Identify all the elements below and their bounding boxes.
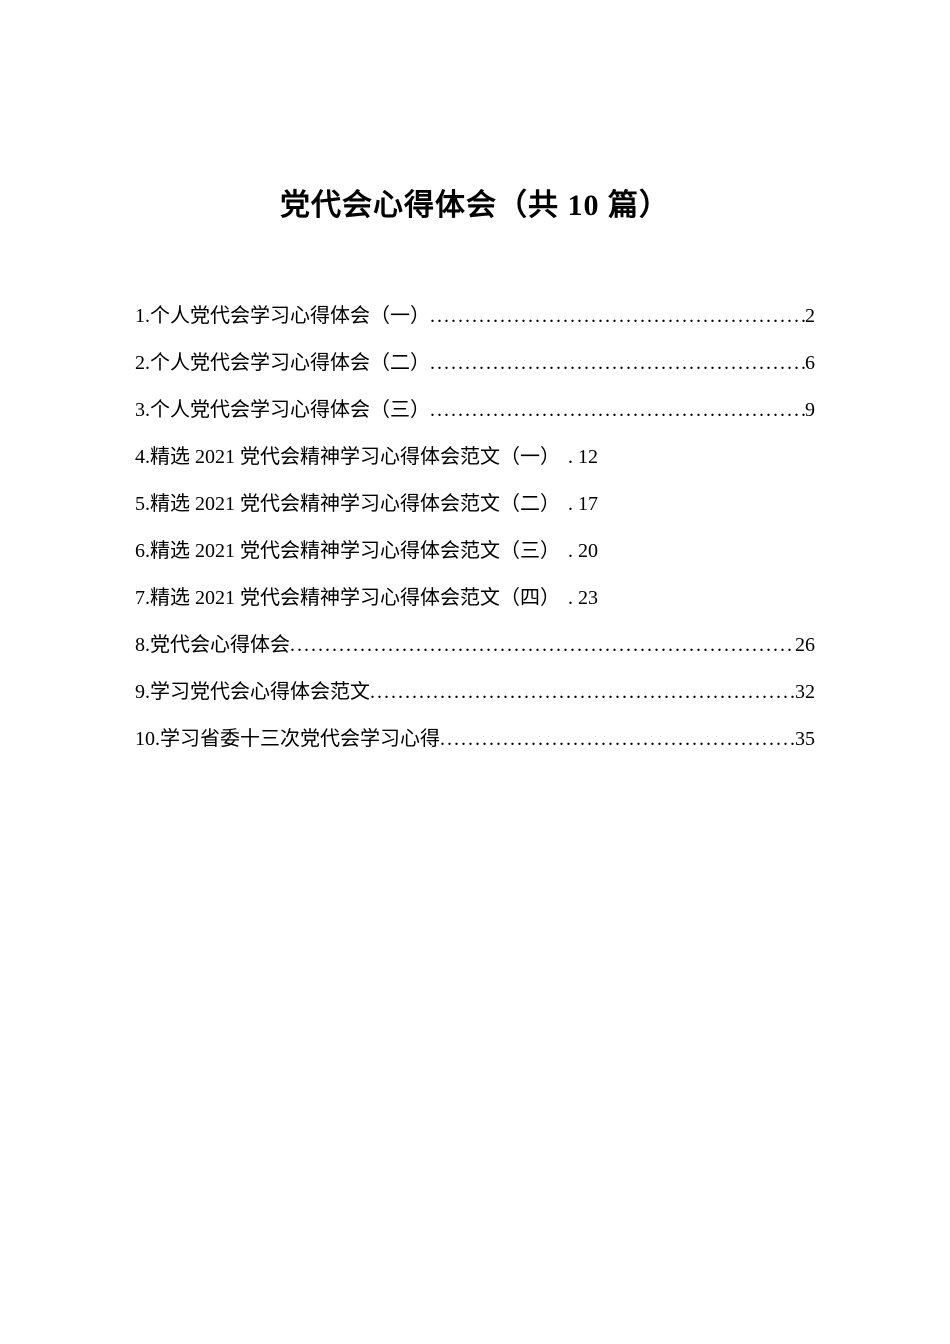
toc-item-number: 10. xyxy=(135,717,160,761)
toc-item-text: 精选 2021 党代会精神学习心得体会范文（四） xyxy=(150,576,560,620)
toc-item-page: 2 xyxy=(805,294,815,338)
toc-item-text: 个人党代会学习心得体会（三） xyxy=(150,388,430,432)
toc-item-text: 党代会心得体会 xyxy=(150,623,290,667)
toc-leader-dots: ........................................… xyxy=(290,623,795,667)
toc-item: 7. 精选 2021 党代会精神学习心得体会范文（四） . 23 xyxy=(135,576,815,620)
toc-item: 3. 个人党代会学习心得体会（三）.......................… xyxy=(135,388,815,432)
toc-item-number: 4. xyxy=(135,435,150,479)
toc-item-page: 26 xyxy=(795,623,815,667)
toc-item-page: . 20 xyxy=(568,529,598,573)
toc-item-page: . 23 xyxy=(568,576,598,620)
toc-leader-dots: ........................................… xyxy=(440,717,795,761)
toc-item-text: 精选 2021 党代会精神学习心得体会范文（三） xyxy=(150,529,560,573)
toc-item: 4. 精选 2021 党代会精神学习心得体会范文（一） . 12 xyxy=(135,435,815,479)
toc-item-number: 1. xyxy=(135,294,150,338)
toc-item-page: 35 xyxy=(795,717,815,761)
toc-item-number: 7. xyxy=(135,576,150,620)
toc-item-number: 9. xyxy=(135,670,150,714)
toc-item-number: 6. xyxy=(135,529,150,573)
toc-leader-dots: ........................................… xyxy=(370,670,795,714)
toc-leader-dots: ........................................… xyxy=(430,388,805,432)
document-title: 党代会心得体会（共 10 篇） xyxy=(135,180,815,224)
toc-item-number: 2. xyxy=(135,341,150,385)
toc-item-text: 学习省委十三次党代会学习心得 xyxy=(160,717,440,761)
toc-item-number: 8. xyxy=(135,623,150,667)
toc-item-text: 个人党代会学习心得体会（二） xyxy=(150,341,430,385)
toc-item: 10.学习省委十三次党代会学习心得.......................… xyxy=(135,717,815,761)
toc-item-page: . 12 xyxy=(568,435,598,479)
toc-item-text: 学习党代会心得体会范文 xyxy=(150,670,370,714)
toc-item-text: 个人党代会学习心得体会（一） xyxy=(150,294,430,338)
toc-item-page: 9 xyxy=(805,388,815,432)
toc-item: 8. 党代会心得体会..............................… xyxy=(135,623,815,667)
toc-item-text: 精选 2021 党代会精神学习心得体会范文（二） xyxy=(150,482,560,526)
toc-item-number: 5. xyxy=(135,482,150,526)
table-of-contents: 1. 个人党代会学习心得体会（一）.......................… xyxy=(135,294,815,761)
toc-item: 5. 精选 2021 党代会精神学习心得体会范文（二） . 17 xyxy=(135,482,815,526)
toc-item: 2. 个人党代会学习心得体会（二）.......................… xyxy=(135,341,815,385)
toc-item-number: 3. xyxy=(135,388,150,432)
toc-item-page: 6 xyxy=(805,341,815,385)
toc-item-page: 32 xyxy=(795,670,815,714)
toc-item-text: 精选 2021 党代会精神学习心得体会范文（一） xyxy=(150,435,560,479)
toc-item: 6. 精选 2021 党代会精神学习心得体会范文（三） . 20 xyxy=(135,529,815,573)
toc-leader-dots: ........................................… xyxy=(430,294,805,338)
toc-item: 1. 个人党代会学习心得体会（一）.......................… xyxy=(135,294,815,338)
toc-item: 9. 学习党代会心得体会范文..........................… xyxy=(135,670,815,714)
toc-item-page: . 17 xyxy=(568,482,598,526)
toc-leader-dots: ........................................… xyxy=(430,341,805,385)
